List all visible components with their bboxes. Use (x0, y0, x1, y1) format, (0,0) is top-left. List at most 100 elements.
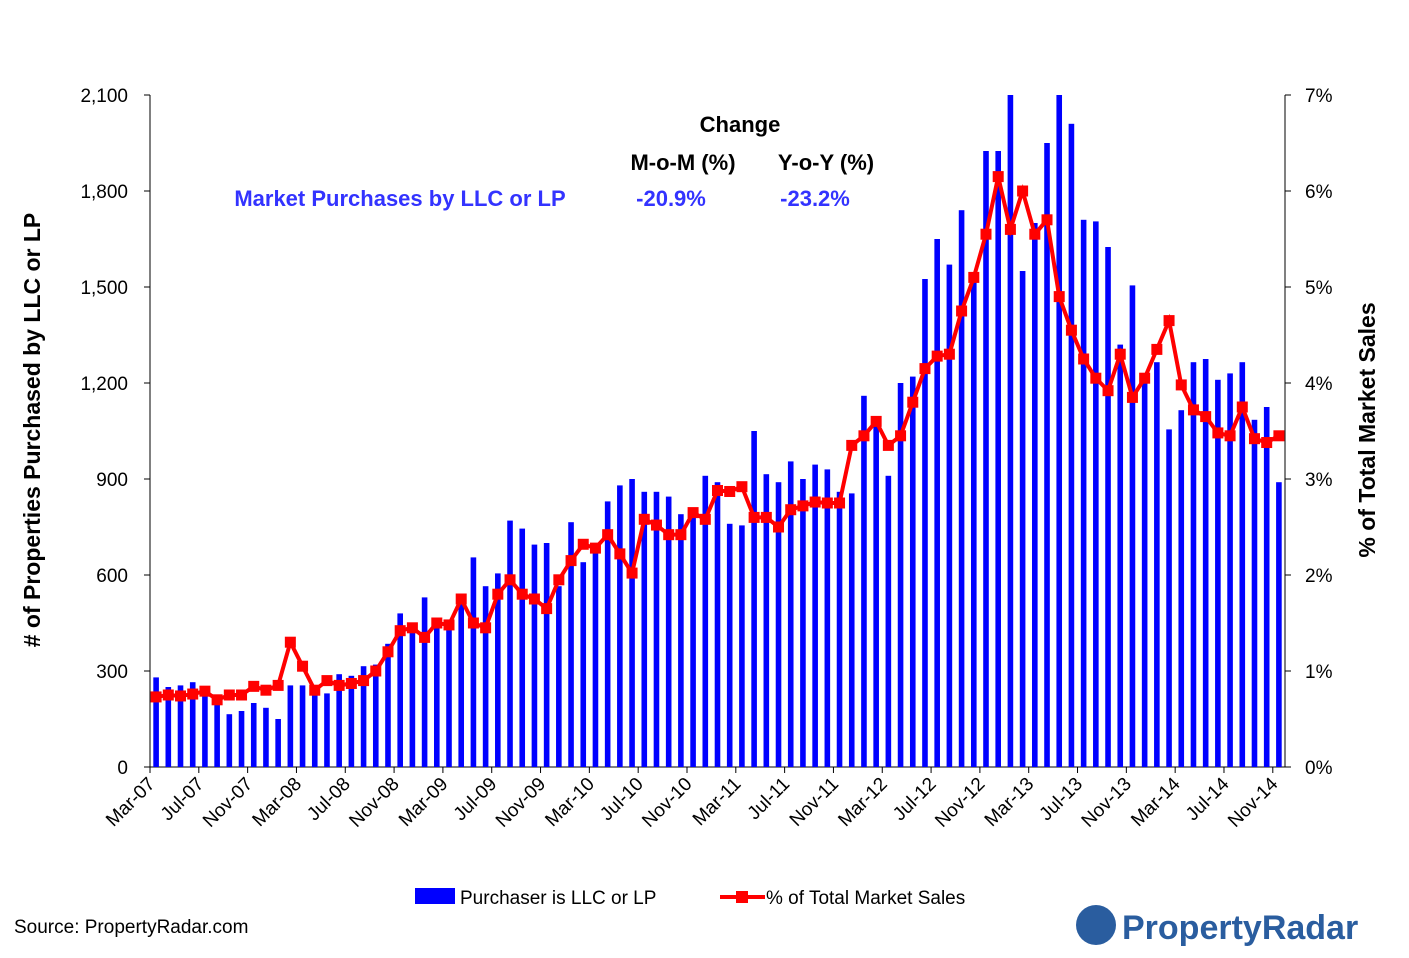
line-marker (1029, 228, 1041, 240)
bar (739, 525, 745, 767)
line-marker (577, 538, 589, 550)
bar (1227, 373, 1233, 767)
bar (226, 714, 233, 767)
bar (763, 474, 770, 767)
line-marker (309, 684, 321, 696)
bar (568, 522, 574, 767)
x-tick-label: Nov-10 (638, 774, 696, 832)
y-tick-label: 0 (117, 758, 128, 779)
line-marker (223, 689, 235, 701)
x-tick-label: Mar-12 (834, 774, 891, 831)
line-marker (1224, 430, 1236, 442)
bar (726, 523, 733, 767)
x-tick-label: Nov-11 (786, 774, 843, 831)
line-marker (565, 555, 577, 567)
bar (165, 687, 172, 767)
line-marker (1175, 379, 1187, 391)
line-marker (943, 348, 955, 360)
line-marker (394, 625, 406, 637)
bar (714, 482, 721, 767)
bar (1154, 362, 1160, 767)
bar (1178, 410, 1185, 767)
line-marker (1078, 353, 1090, 365)
bar (983, 151, 989, 767)
bar (446, 619, 452, 767)
line-marker (882, 439, 894, 451)
x-tick-label: Mar-09 (395, 774, 452, 831)
y2-tick-label: 2% (1305, 566, 1333, 587)
line-marker (980, 228, 992, 240)
line-marker (1212, 427, 1224, 439)
line-marker (272, 679, 284, 691)
line-marker (1017, 185, 1029, 197)
line-marker (211, 694, 223, 706)
bar (495, 573, 501, 767)
line-marker (773, 521, 785, 533)
line-marker (602, 529, 614, 541)
y-tick-label: 1,500 (80, 278, 128, 299)
bar (861, 395, 867, 767)
bar (909, 376, 916, 767)
x-tick-label: Nov-14 (1224, 773, 1282, 831)
bar (1166, 429, 1172, 767)
bar (617, 485, 623, 767)
line-marker (992, 171, 1004, 183)
bar (751, 431, 757, 767)
y-tick-label: 900 (96, 470, 128, 491)
bar (519, 528, 526, 767)
x-tick-label: Mar-13 (981, 774, 1038, 831)
bar (958, 210, 965, 767)
bar (238, 711, 245, 767)
line-marker (712, 485, 723, 497)
y-tick-label: 1,200 (80, 374, 128, 395)
y2-tick-label: 1% (1305, 662, 1333, 683)
bar (177, 685, 184, 767)
line-marker (480, 622, 492, 634)
bar (690, 511, 696, 767)
line-marker (504, 574, 516, 586)
line-marker (284, 636, 296, 648)
line-marker (260, 684, 272, 696)
line-marker (455, 593, 467, 605)
line-marker (919, 363, 931, 375)
line-marker (809, 496, 821, 508)
line-marker (1004, 223, 1016, 235)
bar (641, 491, 648, 767)
bar (702, 475, 709, 767)
line-marker (150, 691, 162, 703)
y-tick-label: 2,100 (80, 86, 128, 107)
bar (311, 685, 318, 767)
bar (812, 464, 818, 767)
bar (1215, 379, 1221, 767)
line-marker (956, 305, 968, 317)
bar (360, 666, 367, 767)
line-marker (1236, 401, 1248, 413)
bar (1117, 344, 1124, 767)
line-marker (1151, 343, 1163, 355)
y-tick-label: 1,800 (80, 182, 128, 203)
bar (1080, 219, 1087, 768)
line-marker (1053, 291, 1065, 303)
logo-icon (1076, 905, 1116, 945)
line-marker (443, 619, 455, 631)
line-marker (1261, 437, 1273, 449)
annotation-value: -20.9% (636, 186, 706, 211)
line-marker (858, 430, 870, 442)
bar (885, 475, 892, 767)
bar (922, 279, 928, 767)
line-marker (760, 511, 772, 523)
line-marker (675, 529, 687, 541)
bar (995, 151, 1001, 767)
line-marker (626, 567, 638, 579)
x-tick-label: Mar-14 (1127, 773, 1185, 831)
bar (397, 613, 403, 767)
bar (1019, 271, 1026, 767)
bar (409, 623, 416, 767)
line-marker (297, 660, 309, 672)
bar (629, 479, 635, 767)
bar (458, 600, 465, 767)
bar (1190, 362, 1197, 767)
x-tick-label: Mar-10 (541, 774, 598, 831)
y2-tick-label: 3% (1305, 470, 1333, 491)
bar (1202, 359, 1209, 767)
